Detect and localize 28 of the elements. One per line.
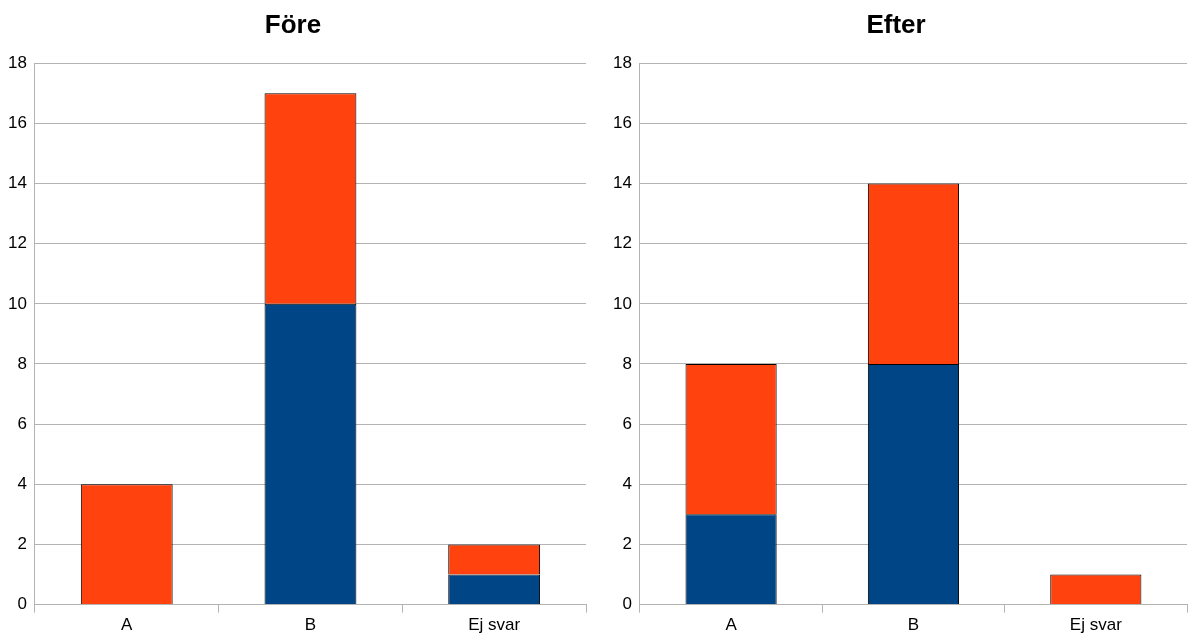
x-tick-label: Ej svar xyxy=(468,615,521,635)
chart-title: Före xyxy=(264,8,322,39)
x-tick-label: B xyxy=(304,615,317,635)
y-tick-label: 6 xyxy=(17,413,27,433)
y-tick-label: 10 xyxy=(7,293,27,313)
x-tick-label: Ej svar xyxy=(1069,615,1123,635)
y-tick-label: 4 xyxy=(17,473,27,493)
x-tick-label: A xyxy=(121,615,134,635)
y-tick-label: 14 xyxy=(612,173,632,193)
y-tick-label: 6 xyxy=(622,413,632,433)
y-tick-label: 0 xyxy=(17,594,27,614)
y-tick-label: 0 xyxy=(622,594,632,614)
y-tick-label: 10 xyxy=(612,293,632,313)
y-tick-label: 14 xyxy=(7,173,27,193)
y-tick-label: 16 xyxy=(612,113,632,133)
x-tick-label: A xyxy=(725,615,738,635)
y-tick-label: 12 xyxy=(612,233,632,253)
y-tick-label: 18 xyxy=(612,52,632,72)
y-tick-label: 4 xyxy=(622,473,632,493)
y-tick-label: 2 xyxy=(17,534,27,554)
y-tick-label: 8 xyxy=(622,353,632,373)
y-tick-label: 8 xyxy=(17,353,27,373)
chart-title: Efter xyxy=(866,8,926,39)
y-tick-label: 16 xyxy=(7,113,27,133)
x-tick-label: B xyxy=(907,615,920,635)
y-tick-label: 12 xyxy=(7,233,27,253)
y-tick-label: 2 xyxy=(622,534,632,554)
y-tick-label: 18 xyxy=(7,52,27,72)
